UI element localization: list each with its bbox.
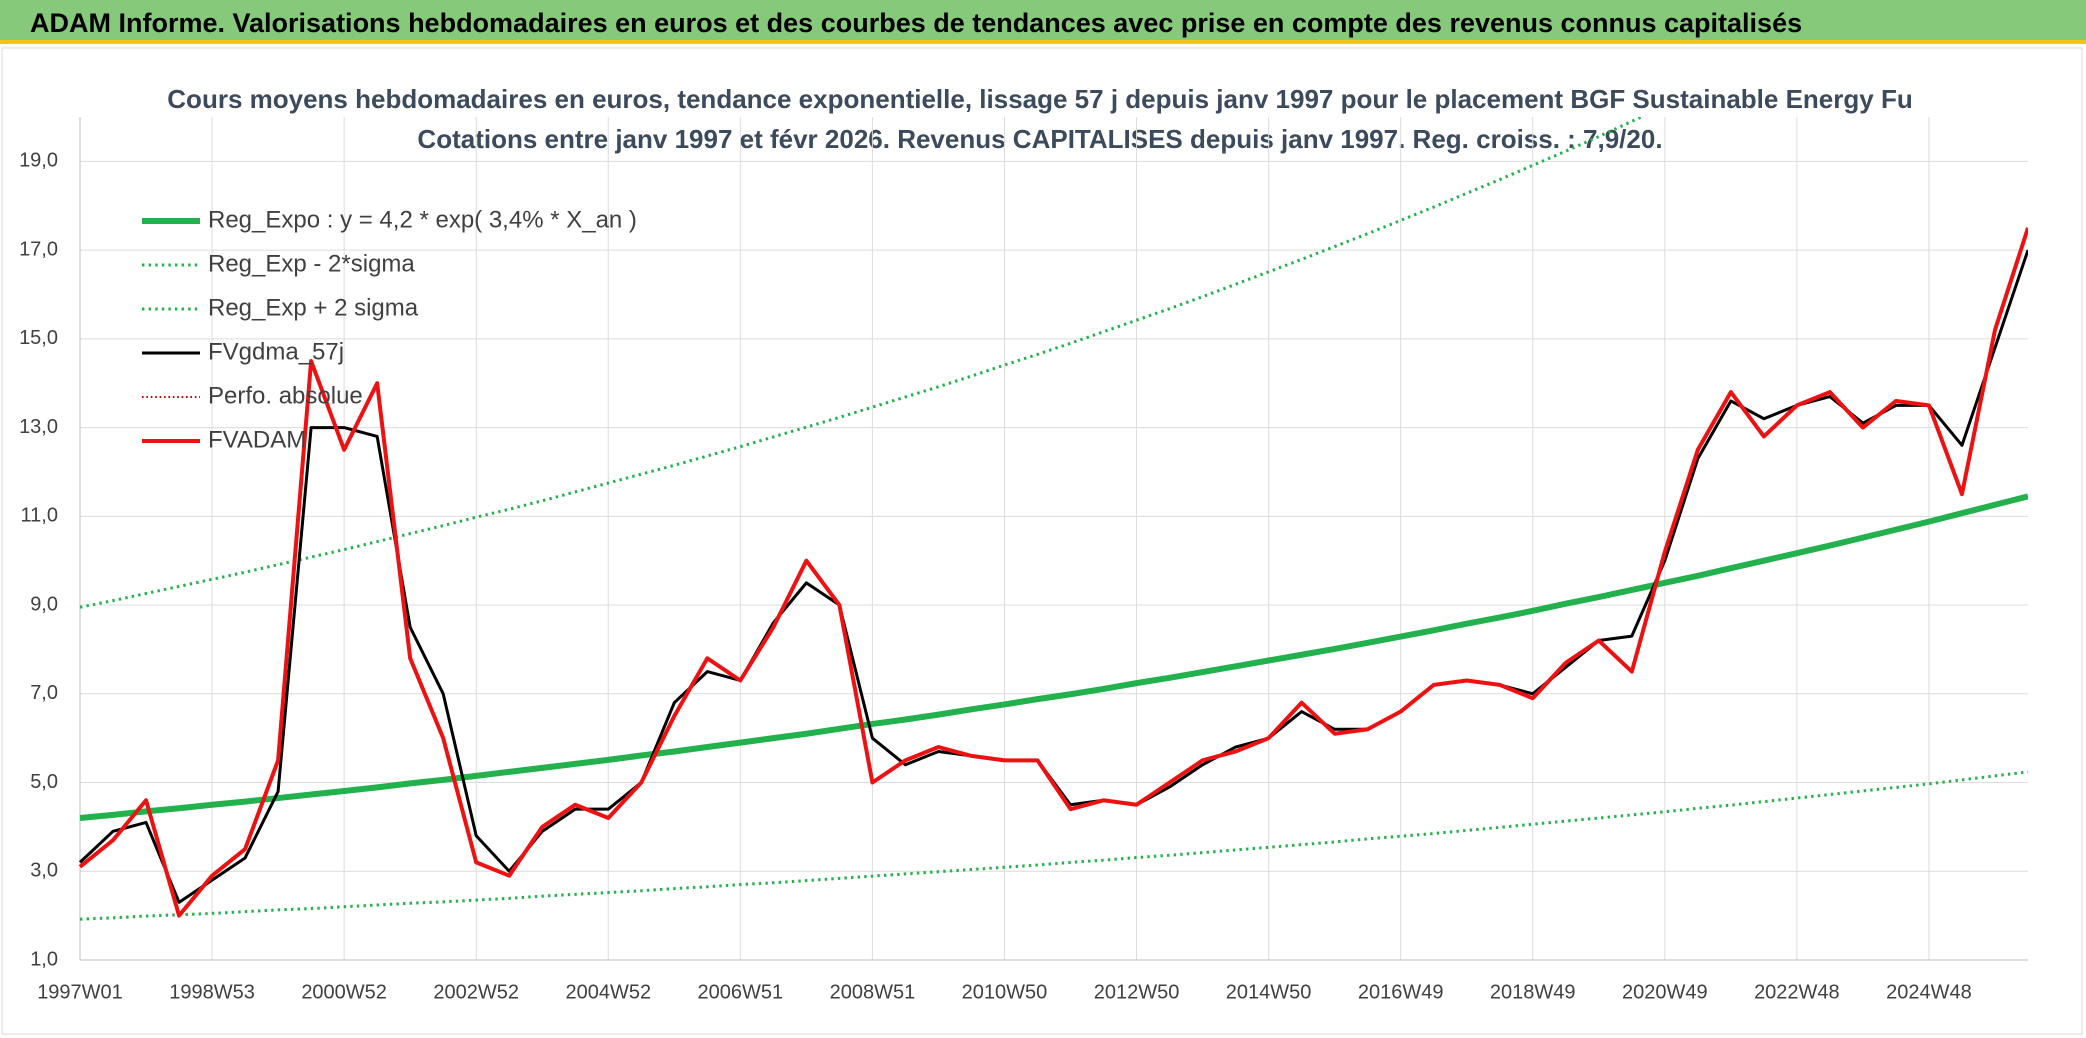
y-tick-label: 13,0 (19, 416, 58, 438)
chart-frame (1, 47, 2083, 1035)
legend-label: Reg_Exp - 2*sigma (208, 250, 415, 277)
legend-label: FVADAM (208, 426, 306, 453)
legend-label: Reg_Exp + 2 sigma (208, 294, 419, 321)
chart-title: Cours moyens hebdomadaires en euros, ten… (167, 84, 1912, 114)
header-bar: ADAM Informe. Valorisations hebdomadaire… (0, 0, 2086, 44)
y-tick-label: 17,0 (19, 238, 58, 260)
series-line (78, 227, 2028, 918)
plot-lines (78, 117, 2028, 921)
x-tick-label: 1998W53 (169, 981, 255, 1003)
x-tick-label: 2004W52 (565, 981, 651, 1003)
x-tick-label: 2020W49 (1622, 981, 1708, 1003)
series-line (79, 493, 2028, 822)
x-tick-label: 2010W50 (962, 981, 1048, 1003)
legend-label: Reg_Expo : y = 4,2 * exp( 3,4% * X_an ) (208, 206, 637, 233)
x-tick-label: 2008W51 (830, 981, 916, 1003)
y-tick-label: 1,0 (30, 948, 58, 970)
x-tick-label: 2024W48 (1886, 981, 1972, 1003)
y-tick-label: 3,0 (30, 860, 58, 882)
y-tick-label: 15,0 (19, 327, 58, 349)
y-tick-label: 5,0 (30, 771, 58, 793)
series-line (79, 770, 2028, 921)
y-tick-label: 11,0 (21, 505, 58, 527)
x-tick-label: 2014W50 (1226, 981, 1312, 1003)
chart-subtitle: Cotations entre janv 1997 et févr 2026. … (417, 124, 1662, 154)
y-tick-label: 19,0 (19, 150, 58, 172)
legend-label: FVgdma_57j (208, 338, 344, 365)
series-line (78, 249, 2028, 904)
x-tick-label: 1997W01 (37, 981, 123, 1003)
x-tick-label: 2022W48 (1754, 981, 1840, 1003)
y-tick-label: 7,0 (30, 682, 58, 704)
x-tick-label: 2006W51 (698, 981, 784, 1003)
x-tick-label: 2000W52 (301, 981, 387, 1003)
header-title: ADAM Informe. Valorisations hebdomadaire… (30, 8, 1803, 38)
x-tick-label: 2002W52 (433, 981, 519, 1003)
x-tick-label: 2016W49 (1358, 981, 1444, 1003)
y-tick-label: 9,0 (30, 593, 58, 615)
x-tick-label: 2012W50 (1094, 981, 1180, 1003)
legend-label: Perfo. absolue (208, 382, 363, 409)
x-tick-label: 2018W49 (1490, 981, 1576, 1003)
